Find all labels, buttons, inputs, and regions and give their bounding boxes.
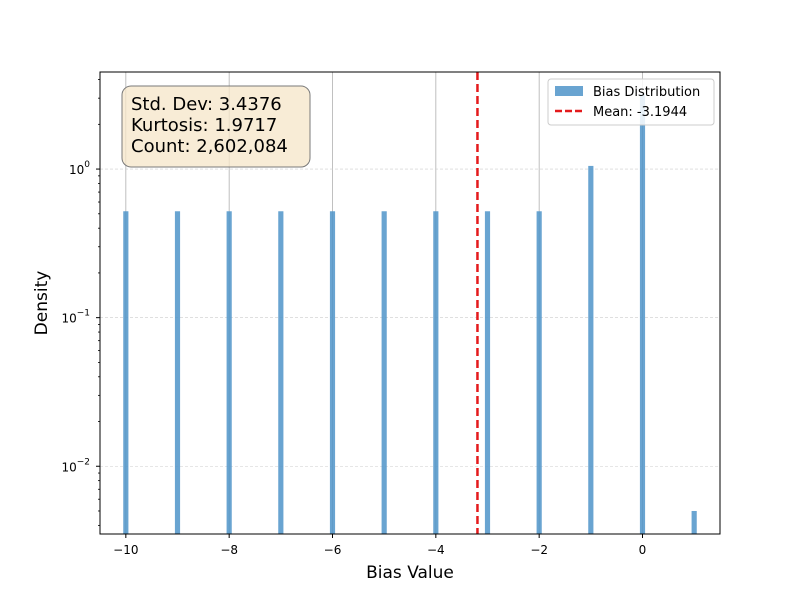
histogram-bar xyxy=(484,211,491,534)
histogram-bar xyxy=(329,211,336,534)
bar-layer xyxy=(123,94,697,535)
legend: Bias Distribution Mean: -3.1944 xyxy=(547,78,715,126)
x-tick-label: −6 xyxy=(324,543,342,557)
tick-layer: −10 −8 −6 −4 −2 0 10−2 10−1 100 xyxy=(61,79,647,557)
legend-swatch-bias-distribution xyxy=(555,86,583,96)
histogram-bar xyxy=(381,211,387,534)
y-tick-label: 10−2 xyxy=(61,457,90,474)
x-tick-label: −2 xyxy=(530,543,548,557)
y-tick-label: 100 xyxy=(69,160,90,177)
y-tick-label: 10−1 xyxy=(61,309,90,326)
histogram-bar xyxy=(174,211,181,534)
x-tick-label: −8 xyxy=(220,543,238,557)
histogram-bar xyxy=(588,165,594,535)
histogram-bar xyxy=(433,211,439,534)
legend-background xyxy=(547,78,715,126)
y-axis-title: Density xyxy=(32,271,52,336)
histogram-bar xyxy=(691,510,697,534)
stats-box: Std. Dev: 3.4376 Kurtosis: 1.9717 Count:… xyxy=(121,85,311,168)
histogram-bar xyxy=(278,211,284,534)
legend-label-bias-distribution: Bias Distribution xyxy=(593,85,700,100)
x-tick-label: 0 xyxy=(639,543,647,557)
x-axis-title: Bias Value xyxy=(366,563,454,583)
histogram-bar xyxy=(226,211,232,534)
stats-kurtosis: Kurtosis: 1.9717 xyxy=(131,115,277,136)
histogram-bar xyxy=(536,211,542,534)
stats-std-dev: Std. Dev: 3.4376 xyxy=(131,94,282,115)
x-tick-label: −10 xyxy=(113,543,138,557)
histogram-bar xyxy=(639,94,646,535)
stats-count: Count: 2,602,084 xyxy=(131,136,288,157)
x-tick-label: −4 xyxy=(427,543,445,557)
histogram-bar xyxy=(123,211,129,534)
plot-frame xyxy=(99,71,721,535)
legend-label-mean: Mean: -3.1944 xyxy=(593,105,687,120)
stats-box-background xyxy=(121,85,311,168)
